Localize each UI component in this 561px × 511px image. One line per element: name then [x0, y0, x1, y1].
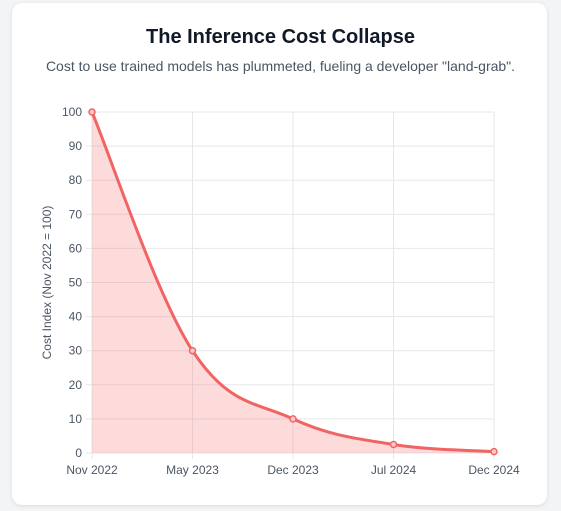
y-tick-label: 100: [62, 105, 82, 119]
x-tick-label: Jul 2024: [371, 463, 417, 477]
y-tick-label: 60: [69, 241, 83, 255]
y-tick-label: 0: [75, 446, 82, 460]
series-line: [90, 110, 496, 454]
series-line-layer: [90, 110, 496, 454]
y-axis: 0 10 20 30 40 50 60 70 80 90 100: [62, 105, 82, 460]
x-tick-label: May 2023: [166, 463, 219, 477]
data-points-layer: [88, 108, 498, 456]
y-tick-label: 50: [69, 276, 83, 290]
y-tick-label: 10: [69, 412, 83, 426]
data-point: [188, 346, 197, 355]
y-tick-label: 20: [69, 378, 83, 392]
chart-subtitle: Cost to use trained models has plummeted…: [45, 58, 516, 74]
y-tick-label: 80: [69, 173, 83, 187]
data-point: [490, 447, 498, 456]
y-tick-label: 30: [69, 344, 83, 358]
chart-title: The Inference Cost Collapse: [146, 26, 415, 48]
y-tick-label: 70: [69, 207, 83, 221]
x-tick-label: Dec 2024: [468, 463, 520, 477]
data-point: [289, 415, 297, 423]
series-area: [92, 112, 494, 453]
y-tick-label: 40: [69, 310, 83, 324]
data-point: [389, 440, 398, 449]
x-tick-label: Nov 2022: [66, 463, 118, 477]
data-point: [88, 108, 96, 116]
area-fill-layer: [92, 112, 494, 453]
chart-card: [12, 3, 547, 505]
x-tick-label: Dec 2023: [267, 463, 319, 477]
grid-lines: [86, 111, 495, 459]
y-axis-label: Cost Index (Nov 2022 = 100): [40, 206, 54, 360]
x-axis: Nov 2022 May 2023 Dec 2023 Jul 2024 Dec 2024: [66, 463, 520, 477]
y-tick-label: 90: [69, 139, 83, 153]
